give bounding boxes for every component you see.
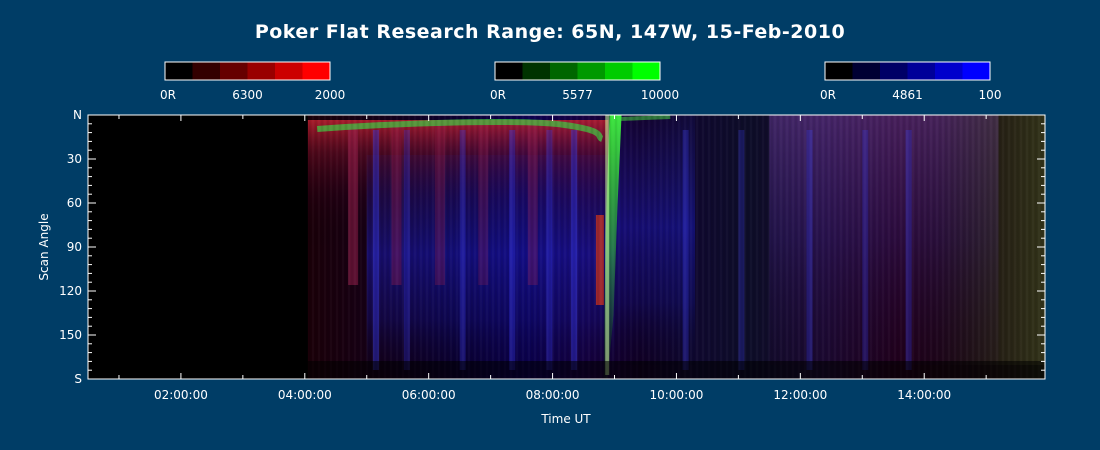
y-axis-label: Scan Angle — [37, 213, 51, 280]
x-tick-label: 06:00:00 — [402, 388, 456, 402]
colorbar-6300: 0R 6300 2000 — [160, 61, 346, 102]
colorbar-min-label: 0R — [820, 88, 836, 102]
colorbar-swatch — [275, 62, 303, 80]
colorbar-swatch — [632, 62, 661, 80]
chart-title: Poker Flat Research Range: 65N, 147W, 15… — [255, 21, 845, 43]
x-tick-label: 12:00:00 — [773, 388, 827, 402]
colorbar-wavelength-label: 6300 — [232, 88, 263, 102]
colorbar-swatch — [935, 62, 963, 80]
aurora-image — [307, 115, 1045, 379]
colorbar-max-label: 100 — [979, 88, 1002, 102]
colorbar-swatch — [495, 62, 523, 80]
y-axis-ticks: N 30 60 90 120 150 S — [59, 108, 1045, 386]
colorbar-swatch — [605, 62, 633, 80]
aurora-texture — [307, 115, 1045, 379]
y-tick-label: 120 — [59, 284, 82, 298]
y-tick-label: N — [73, 108, 82, 122]
colorbar-swatch — [247, 62, 276, 80]
x-tick-label: 04:00:00 — [278, 388, 332, 402]
x-tick-label: 08:00:00 — [526, 388, 580, 402]
colorbar-frame — [494, 61, 661, 81]
colorbar-swatch — [165, 62, 193, 80]
colorbar-swatch — [550, 62, 578, 80]
colorbar-min-label: 0R — [160, 88, 176, 102]
colorbar-swatch — [577, 62, 606, 80]
colorbar-5577: 0R 5577 10000 — [490, 61, 679, 102]
colorbar-frame — [164, 61, 331, 81]
x-axis-ticks: 02:00:00 04:00:00 06:00:00 08:00:00 10:00:00… — [118, 115, 987, 402]
x-axis-label: Time UT — [540, 412, 591, 426]
colorbar-swatch — [220, 62, 248, 80]
x-tick-label: 10:00:00 — [649, 388, 703, 402]
colorbar-swatch — [907, 62, 936, 80]
plot-area: 02:00:00 04:00:00 06:00:00 08:00:00 10:00:00… — [59, 108, 1046, 402]
y-tick-label: 150 — [59, 328, 82, 342]
y-tick-label: 90 — [67, 240, 82, 254]
colorbar-swatch — [962, 62, 991, 80]
x-tick-label: 14:00:00 — [897, 388, 951, 402]
x-tick-label: 02:00:00 — [154, 388, 208, 402]
y-tick-label: 60 — [67, 196, 82, 210]
colorbar-frame — [824, 61, 991, 81]
colorbar-min-label: 0R — [490, 88, 506, 102]
colorbar-swatch — [880, 62, 908, 80]
aurora-horizon-shadow — [307, 361, 1045, 379]
colorbar-4861: 0R 4861 100 — [820, 61, 1002, 102]
colorbar-swatch — [192, 62, 221, 80]
colorbar-legends: 0R 6300 2000 0R 5577 10000 0R 4861 100 — [160, 61, 1002, 102]
colorbar-wavelength-label: 5577 — [562, 88, 593, 102]
colorbar-wavelength-label: 4861 — [892, 88, 923, 102]
colorbar-swatch — [302, 62, 331, 80]
colorbar-swatch — [522, 62, 551, 80]
colorbar-swatch — [825, 62, 853, 80]
colorbar-max-label: 2000 — [315, 88, 346, 102]
colorbar-max-label: 10000 — [641, 88, 679, 102]
colorbar-swatch — [852, 62, 881, 80]
y-tick-label: S — [74, 372, 82, 386]
y-tick-label: 30 — [67, 152, 82, 166]
